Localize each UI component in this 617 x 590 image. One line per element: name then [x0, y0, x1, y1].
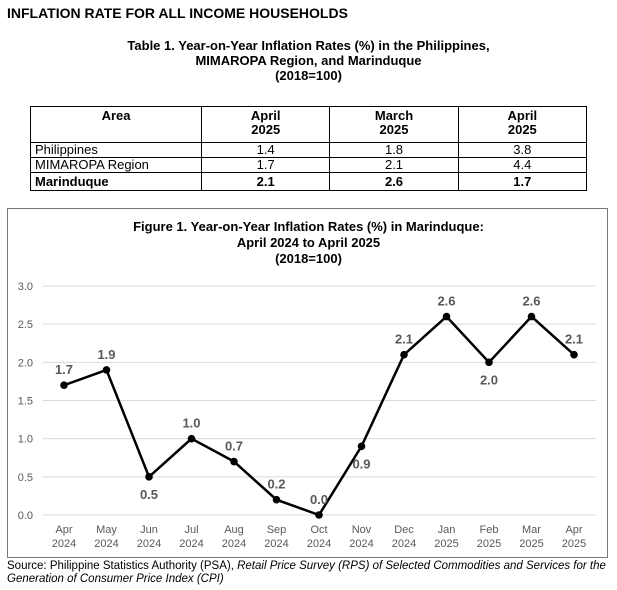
data-point	[527, 312, 536, 321]
table-row: Marinduque 2.1 2.6 1.7	[29, 172, 588, 191]
cell-value: 2.1	[201, 172, 331, 191]
data-label: 0.5	[140, 487, 158, 502]
header-area: Area	[29, 106, 203, 143]
figure-frame	[7, 208, 608, 558]
y-tick-label: 3.0	[18, 281, 33, 293]
y-tick-label: 0.5	[18, 472, 33, 484]
source-prefix: Source: Philippine Statistics Authority …	[7, 560, 238, 572]
data-point	[272, 495, 281, 504]
chart-title-line: (2018=100)	[275, 251, 342, 266]
data-label: 2.1	[565, 332, 583, 347]
data-label: 1.9	[97, 347, 115, 362]
data-label: 0.0	[310, 492, 328, 507]
table-title-line: MIMAROPA Region, and Marinduque	[195, 53, 422, 68]
x-tick-label: May	[96, 524, 117, 536]
source-note: Source: Philippine Statistics Authority …	[7, 560, 612, 586]
data-label: 1.0	[182, 416, 200, 431]
chart-title-line: Figure 1. Year-on-Year Inflation Rates (…	[133, 219, 484, 234]
table-title-line: (2018=100)	[275, 68, 342, 83]
x-tick-label: Oct	[310, 524, 327, 536]
x-tick-label: Apr	[565, 524, 582, 536]
x-tick-label: 2024	[307, 538, 331, 550]
x-tick-label: Dec	[394, 524, 414, 536]
source-survey: Retail Price Survey (RPS) of Selected Co…	[7, 560, 606, 585]
data-label: 2.0	[480, 372, 498, 387]
data-point	[357, 442, 366, 451]
y-tick-label: 2.0	[18, 357, 33, 369]
y-tick-label: 2.5	[18, 319, 33, 331]
cell-value: 2.6	[329, 172, 459, 191]
page-heading: INFLATION RATE FOR ALL INCOME HOUSEHOLDS	[7, 5, 348, 21]
x-tick-label: 2024	[137, 538, 161, 550]
x-tick-label: 2024	[52, 538, 76, 550]
data-label: 2.1	[395, 332, 413, 347]
data-point	[102, 366, 111, 374]
data-point	[570, 350, 578, 359]
x-tick-label: 2024	[179, 538, 203, 550]
x-tick-label: 2024	[392, 538, 416, 550]
data-point	[60, 381, 68, 390]
series-line	[63, 314, 575, 517]
data-point	[400, 350, 408, 359]
x-tick-label: 2024	[264, 538, 288, 550]
header-march-2025: March 2025	[329, 106, 459, 143]
data-point	[145, 473, 153, 481]
table-header-row: Area April 2025 March 2025 April 2025	[29, 106, 588, 143]
y-tick-label: 1.0	[18, 434, 33, 446]
data-point	[485, 358, 493, 367]
data-point	[315, 511, 323, 519]
x-tick-label: 2025	[519, 538, 543, 550]
data-point	[187, 434, 196, 443]
y-tick-label: 1.5	[18, 396, 33, 408]
data-label: 2.6	[437, 294, 455, 309]
data-point	[442, 312, 451, 321]
x-tick-label: 2024	[94, 538, 118, 550]
x-tick-label: Nov	[352, 524, 372, 536]
table-title-line: Table 1. Year-on-Year Inflation Rates (%…	[127, 38, 490, 53]
inflation-table: Area April 2025 March 2025 April 2025 Phili…	[29, 106, 588, 191]
table-title: Table 1. Year-on-Year Inflation Rates (%…	[0, 38, 617, 83]
x-tick-label: Aug	[224, 524, 244, 536]
data-label: 0.7	[225, 439, 243, 454]
chart-title-line: April 2024 to April 2025	[236, 235, 381, 250]
row-area: MIMAROPA Region	[29, 157, 203, 173]
data-point	[230, 457, 238, 466]
x-tick-label: Feb	[480, 524, 499, 536]
x-tick-label: Jun	[140, 524, 158, 536]
x-tick-label: 2025	[562, 538, 586, 550]
x-tick-label: Mar	[522, 524, 541, 536]
data-label: 0.2	[267, 477, 285, 492]
data-label: 0.9	[352, 456, 370, 471]
chart-title: Figure 1. Year-on-Year Inflation Rates (…	[0, 219, 617, 267]
x-tick-label: Jan	[438, 524, 456, 536]
table-row: MIMAROPA Region 1.7 2.1 4.4	[29, 157, 588, 173]
x-tick-label: 2024	[349, 538, 373, 550]
cell-value: 1.7	[457, 172, 588, 191]
data-label: 2.6	[522, 294, 540, 309]
x-tick-label: 2025	[434, 538, 458, 550]
x-tick-label: Jul	[184, 524, 198, 536]
x-tick-label: 2024	[222, 538, 246, 550]
row-area: Marinduque	[29, 172, 203, 191]
x-tick-label: 2025	[477, 538, 501, 550]
y-tick-label: 0.0	[18, 510, 33, 522]
x-tick-label: Sep	[267, 524, 287, 536]
data-label: 1.7	[55, 362, 73, 377]
x-tick-label: Apr	[55, 524, 72, 536]
